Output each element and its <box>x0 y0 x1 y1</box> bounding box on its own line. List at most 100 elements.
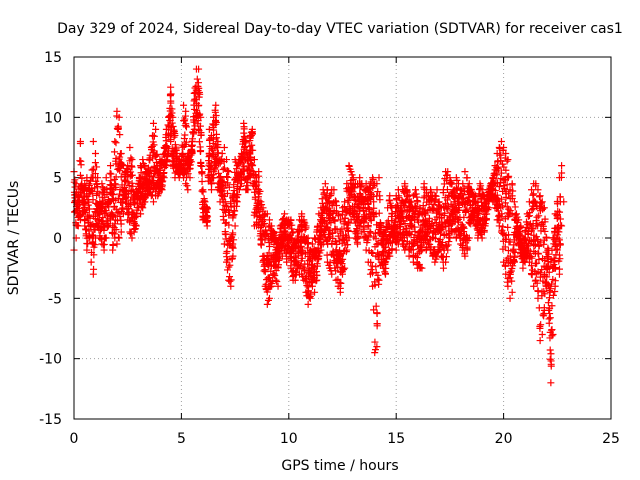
data-point <box>195 65 203 73</box>
data-point <box>91 170 99 178</box>
data-point <box>371 243 379 251</box>
data-point <box>364 200 372 208</box>
data-point <box>495 165 503 173</box>
data-point <box>109 246 117 254</box>
data-point <box>452 174 460 182</box>
data-point <box>139 156 147 164</box>
data-point <box>442 253 450 261</box>
data-point <box>374 188 382 196</box>
data-point <box>501 261 509 269</box>
data-point <box>511 252 519 260</box>
data-point <box>198 187 206 195</box>
data-point <box>223 258 231 266</box>
data-point <box>460 228 468 236</box>
data-point <box>95 190 103 198</box>
data-point <box>427 186 435 194</box>
data-point <box>420 209 428 217</box>
data-point <box>220 144 228 151</box>
data-point <box>197 113 205 121</box>
data-point <box>196 110 204 118</box>
data-point <box>85 205 93 213</box>
data-point <box>360 234 368 242</box>
data-point <box>248 162 256 170</box>
data-point <box>463 246 471 254</box>
data-point <box>546 310 554 318</box>
data-point <box>169 113 177 121</box>
data-point <box>220 240 228 248</box>
data-point <box>302 222 310 230</box>
data-point <box>533 259 541 267</box>
data-point <box>446 174 454 182</box>
data-point <box>336 216 344 224</box>
data-point <box>77 157 85 165</box>
data-point <box>373 320 381 328</box>
data-point <box>282 250 290 258</box>
data-point <box>210 167 218 175</box>
data-point <box>502 193 510 201</box>
data-point <box>367 266 375 274</box>
y-tick-label: -10 <box>39 352 62 368</box>
data-point <box>229 244 237 252</box>
data-point <box>255 178 263 186</box>
data-point <box>504 223 512 231</box>
data-point <box>240 119 248 127</box>
data-point <box>407 198 415 206</box>
data-point <box>535 242 543 250</box>
data-point <box>445 238 453 246</box>
data-point <box>356 174 364 182</box>
data-point <box>284 240 292 248</box>
data-point <box>524 230 532 238</box>
data-point <box>300 216 308 224</box>
data-point <box>145 186 153 194</box>
data-point <box>511 203 519 211</box>
data-point <box>187 151 195 159</box>
data-point <box>195 138 203 146</box>
data-point <box>259 204 267 212</box>
data-point <box>543 234 551 242</box>
data-point <box>229 252 237 260</box>
data-point <box>114 125 122 133</box>
data-point <box>150 141 158 149</box>
data-point <box>197 129 205 137</box>
data-point <box>532 276 540 284</box>
data-point <box>310 263 318 271</box>
data-point <box>90 212 98 220</box>
data-point <box>558 222 566 230</box>
data-point <box>137 210 145 218</box>
data-point <box>191 118 199 126</box>
data-point <box>398 197 406 205</box>
data-point <box>356 205 364 213</box>
data-point <box>369 174 377 182</box>
data-point <box>104 198 112 206</box>
data-point <box>281 210 289 218</box>
data-point <box>541 218 549 226</box>
data-point <box>219 165 227 173</box>
data-point <box>141 198 149 206</box>
data-point <box>76 157 84 165</box>
data-point <box>224 266 232 274</box>
data-point <box>386 192 394 200</box>
data-point <box>481 222 489 230</box>
data-point <box>548 326 556 334</box>
data-point <box>480 228 488 236</box>
data-point <box>98 180 106 188</box>
data-point <box>298 249 306 257</box>
data-point <box>337 252 345 260</box>
data-point <box>345 162 353 170</box>
data-point <box>233 165 240 173</box>
data-point <box>434 222 442 230</box>
data-point <box>128 234 136 242</box>
data-point <box>149 138 157 146</box>
data-point <box>200 197 208 205</box>
data-point <box>508 288 516 296</box>
data-point <box>509 245 517 253</box>
x-tick-label: 20 <box>495 431 513 447</box>
data-point <box>263 210 271 218</box>
data-point <box>117 228 125 236</box>
data-point <box>275 256 283 264</box>
data-point <box>535 250 543 258</box>
data-point <box>128 171 136 179</box>
data-point <box>120 176 128 184</box>
data-point <box>341 264 349 272</box>
data-point <box>198 170 206 178</box>
